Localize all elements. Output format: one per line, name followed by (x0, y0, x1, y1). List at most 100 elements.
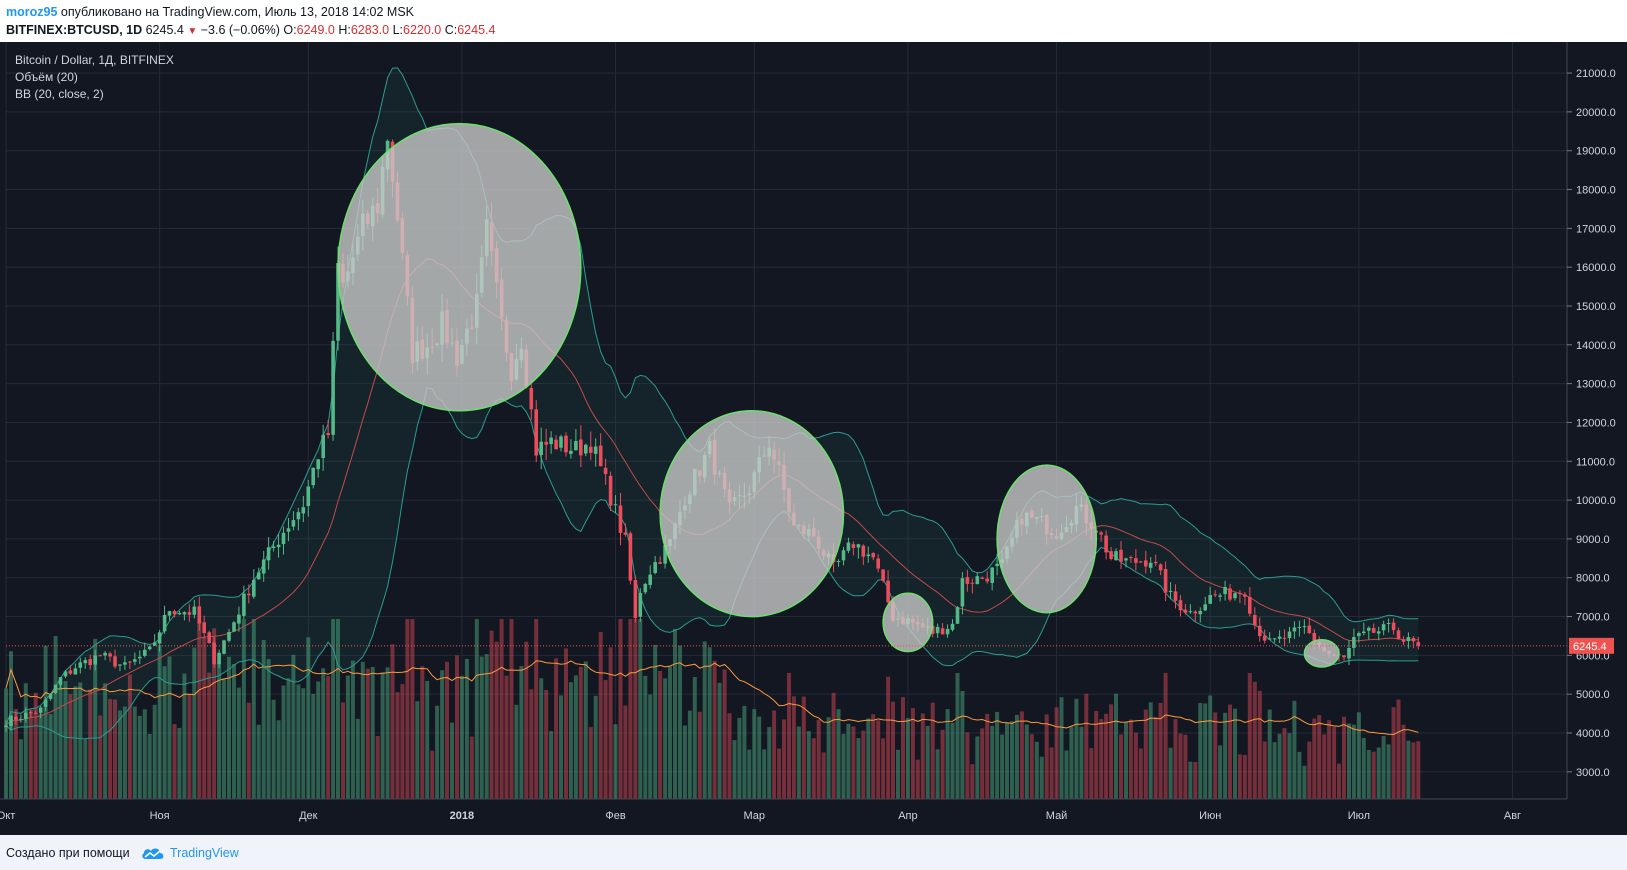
candle-body (1292, 627, 1297, 632)
volume-bar (1114, 693, 1118, 799)
candle-body (1386, 623, 1391, 624)
candle-body (871, 553, 875, 558)
candle-body (19, 718, 23, 720)
volume-bar (1356, 712, 1361, 799)
candle-body (1277, 636, 1282, 639)
candle-body (38, 707, 43, 713)
volume-bar (678, 645, 682, 799)
made-with-text: Создано при помощи (6, 846, 130, 860)
candle-body (1381, 624, 1386, 631)
volume-bar (1302, 765, 1307, 799)
x-tick-label: Авг (1504, 810, 1521, 822)
volume-bar (910, 708, 915, 799)
volume-bar (177, 727, 182, 799)
volume-bar (1069, 726, 1074, 799)
volume-bar (1138, 748, 1143, 799)
volume-bar (321, 668, 326, 799)
chart-area[interactable]: 3000.0 4000.0 5000.0 6000.0 7000.0 8000.0 9000… (0, 42, 1627, 835)
candle-body (965, 577, 970, 584)
candle-body (68, 670, 73, 674)
volume-bar (142, 709, 147, 799)
y-tick-label: 13000.0 (1576, 379, 1616, 391)
volume-bar (762, 749, 767, 799)
candle-body (1396, 630, 1401, 640)
volume-bar (78, 682, 83, 799)
volume-bar (633, 619, 638, 799)
volume-bar (871, 714, 876, 799)
volume-bar (519, 666, 524, 799)
open-label: O: (283, 23, 297, 37)
candle-body (152, 642, 157, 646)
candle-body (326, 433, 330, 435)
volume-bar (742, 705, 747, 799)
volume-bar (727, 713, 732, 799)
volume-bar (38, 713, 43, 799)
candle-body (574, 441, 578, 451)
legend-bb[interactable]: BB (20, close, 2) (15, 87, 104, 101)
volume-bar (18, 739, 23, 799)
volume-bar (83, 739, 88, 799)
volume-bar (1183, 734, 1188, 799)
tradingview-cloud-icon[interactable] (140, 844, 166, 862)
candle-body (1401, 639, 1406, 642)
volume-bar (385, 667, 390, 799)
tradingview-link[interactable]: TradingView (170, 846, 239, 860)
volume-bar (1282, 728, 1287, 799)
volume-bar (638, 619, 643, 799)
candle-body (1134, 558, 1138, 563)
candle-body (1213, 594, 1217, 596)
volume-bar (975, 736, 980, 799)
volume-bar (63, 681, 68, 799)
legend-volume[interactable]: Объём (20) (15, 70, 78, 84)
low-label: L: (392, 23, 403, 37)
price-chart[interactable]: 3000.04000.05000.06000.07000.08000.09000… (0, 42, 1627, 835)
volume-bar (529, 689, 534, 799)
y-tick-label: 9000.0 (1576, 534, 1610, 546)
candle-body (975, 576, 980, 585)
volume-bar (1351, 724, 1356, 799)
volume-bar (801, 696, 806, 799)
volume-bar (1327, 720, 1332, 799)
candle-body (118, 664, 122, 666)
x-tick-label: Мар (744, 810, 766, 822)
y-tick-label: 3000.0 (1576, 767, 1610, 779)
volume-bar (782, 719, 786, 799)
candle-body (985, 578, 989, 582)
volume-bar (350, 660, 355, 799)
volume-bar (1252, 681, 1257, 799)
volume-bar (474, 619, 479, 799)
candle-body (851, 544, 856, 548)
candle-body (1153, 562, 1158, 564)
candle-body (1362, 631, 1366, 634)
volume-bar (1361, 737, 1366, 799)
candle-body (162, 614, 167, 632)
volume-ma-line (5, 660, 1419, 736)
author-link[interactable]: moroz95 (6, 5, 58, 19)
candle-body (182, 612, 187, 615)
volume-bar (549, 731, 554, 799)
candle-body (603, 467, 608, 475)
y-tick-label: 16000.0 (1576, 262, 1616, 274)
candle-body (113, 656, 117, 667)
volume-bar (613, 724, 618, 799)
volume-bar (33, 692, 38, 799)
candle-body (1357, 633, 1361, 637)
volume-bar (1044, 714, 1049, 799)
volume-bar (1109, 704, 1114, 799)
volume-bar (1262, 741, 1267, 799)
candle-body (192, 606, 197, 615)
y-tick-label: 19000.0 (1576, 146, 1616, 158)
volume-bar (227, 656, 231, 799)
volume-bar (494, 641, 499, 799)
candle-body (534, 409, 538, 456)
ohlc-line: BITFINEX:BTCUSD, 1D 6245.4 ▼ −3.6 (−0.06… (6, 23, 495, 37)
volume-bar (588, 727, 593, 799)
volume-bar (167, 656, 172, 799)
volume-bar (1079, 726, 1084, 799)
volume-bar (1104, 713, 1109, 799)
candle-body (1144, 560, 1148, 567)
chart-legend: Bitcoin / Dollar, 1Д, BITFINEX Объём (20… (15, 52, 174, 103)
volume-bar (514, 704, 519, 799)
volume-bar (450, 722, 454, 799)
candle-body (618, 505, 623, 533)
